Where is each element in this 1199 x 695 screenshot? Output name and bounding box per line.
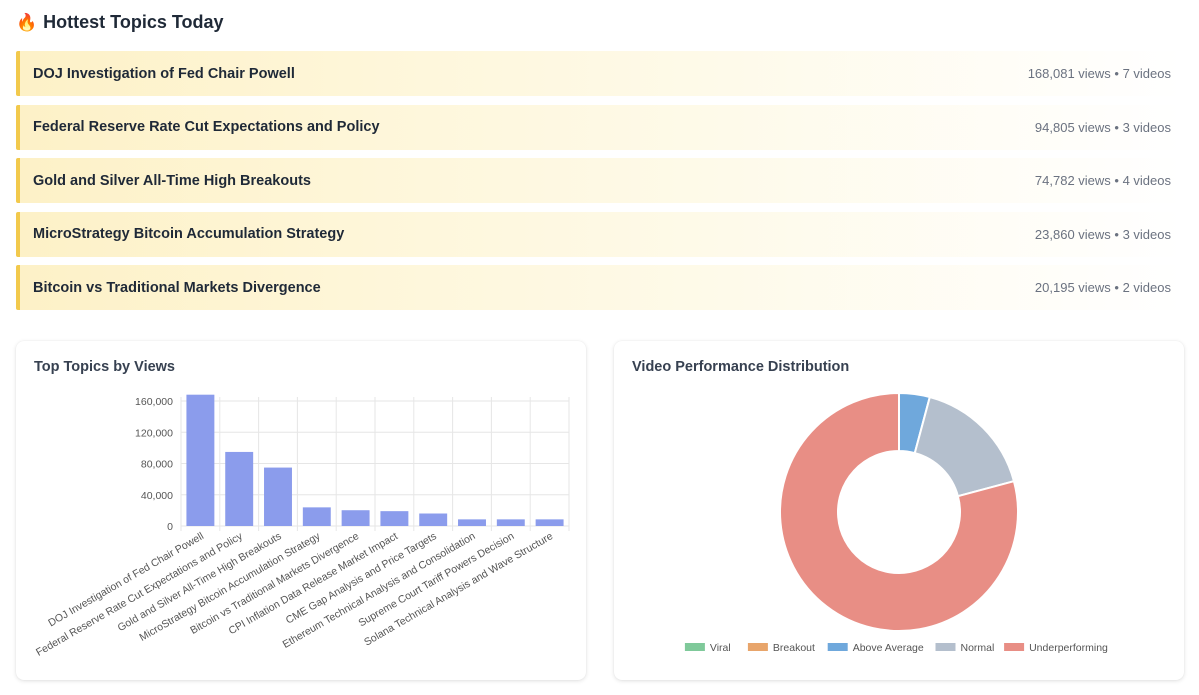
legend-swatch <box>935 643 956 651</box>
y-tick-label: 120,000 <box>135 427 173 439</box>
topic-stats: 74,782 views • 4 videos <box>1034 173 1171 188</box>
topic-name: Bitcoin vs Traditional Markets Divergenc… <box>33 279 321 296</box>
section-header: 🔥 Hottest Topics Today <box>16 12 224 33</box>
legend-swatch <box>684 643 705 651</box>
y-tick-label: 80,000 <box>141 459 173 471</box>
legend-label[interactable]: Underperforming <box>1029 642 1108 654</box>
slice-underperforming[interactable] <box>779 391 1019 632</box>
topic-row[interactable]: DOJ Investigation of Fed Chair Powell 16… <box>16 51 1183 96</box>
donut-chart-title: Video Performance Distribution <box>632 359 850 375</box>
legend-label[interactable]: Above Average <box>853 642 924 654</box>
topic-row[interactable]: Federal Reserve Rate Cut Expectations an… <box>16 104 1183 150</box>
bar[interactable] <box>496 519 525 526</box>
topic-name: Gold and Silver All-Time High Breakouts <box>33 172 311 189</box>
bar[interactable] <box>225 451 254 526</box>
fire-icon: 🔥 <box>16 13 38 32</box>
topic-name: DOJ Investigation of Fed Chair Powell <box>33 65 295 82</box>
donut-chart[interactable]: Viral Breakout Above Average Normal Underper… <box>614 341 1184 680</box>
legend-swatch <box>827 643 848 651</box>
topic-stats: 94,805 views • 3 videos <box>1034 119 1171 135</box>
legend-swatch <box>747 643 768 651</box>
y-tick-label: 40,000 <box>141 490 173 502</box>
topic-stats: 20,195 views • 2 videos <box>1034 280 1171 295</box>
hot-topics-list: DOJ Investigation of Fed Chair Powell 16… <box>16 51 1183 319</box>
legend-label[interactable]: Normal <box>961 642 995 654</box>
bar[interactable] <box>535 519 564 526</box>
slice-normal[interactable] <box>913 395 1016 498</box>
topic-row[interactable]: Gold and Silver All-Time High Breakouts … <box>16 158 1183 203</box>
legend-label[interactable]: Viral <box>710 642 731 654</box>
section-title: Hottest Topics Today <box>43 12 224 32</box>
topic-row[interactable]: MicroStrategy Bitcoin Accumulation Strat… <box>16 211 1183 257</box>
bar[interactable] <box>186 394 215 526</box>
bar[interactable] <box>458 519 486 526</box>
topic-name: Federal Reserve Rate Cut Expectations an… <box>33 119 380 135</box>
performance-card: Viral Breakout Above Average Normal Underper… <box>614 341 1184 680</box>
bar-chart-title: Top Topics by Views <box>34 359 175 375</box>
topic-stats: 23,860 views • 3 videos <box>1034 226 1171 242</box>
bar[interactable] <box>264 467 292 526</box>
bar[interactable] <box>380 511 409 526</box>
y-tick-label: 160,000 <box>135 396 173 408</box>
bar[interactable] <box>419 513 448 527</box>
bar[interactable] <box>302 507 331 526</box>
topic-name: MicroStrategy Bitcoin Accumulation Strat… <box>33 226 345 242</box>
topic-stats: 168,081 views • 7 videos <box>1027 66 1171 81</box>
topic-row[interactable]: Bitcoin vs Traditional Markets Divergenc… <box>16 265 1183 310</box>
legend-swatch <box>1004 643 1025 651</box>
y-tick-label: 0 <box>167 521 173 533</box>
top-topics-card: 0 40,000 80,000 120,000 160,000 DOJ Investiga… <box>16 341 586 680</box>
bar[interactable] <box>341 510 370 526</box>
legend-label[interactable]: Breakout <box>773 642 815 654</box>
